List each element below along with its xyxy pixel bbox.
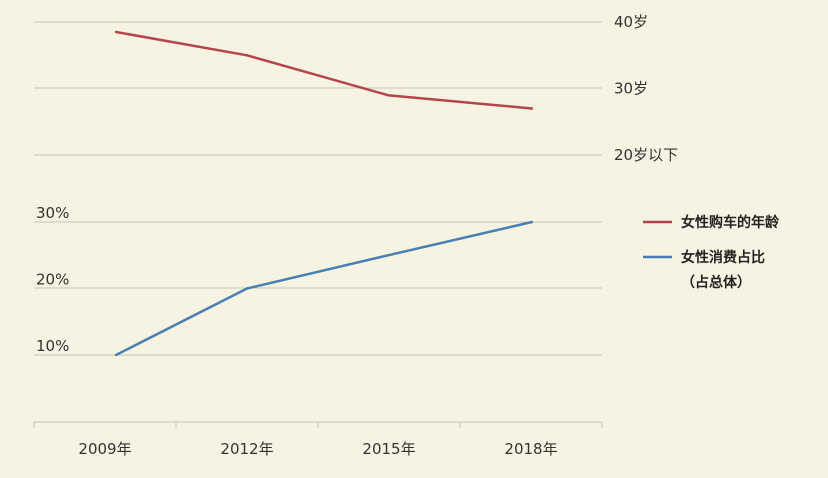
data-point: [245, 287, 249, 290]
right-tick-label: 20岁以下: [614, 146, 678, 164]
left-tick-label: 10%: [36, 337, 69, 355]
legend-label: 女性购车的年龄: [681, 214, 780, 231]
data-point: [114, 30, 118, 34]
x-tick-label: 2012年: [220, 440, 273, 458]
data-point: [245, 54, 249, 57]
data-point: [114, 353, 118, 357]
data-point: [386, 254, 390, 257]
x-tick-label: 2015年: [362, 440, 415, 458]
x-tick-label: 2009年: [78, 440, 131, 458]
series-line-1: [115, 220, 533, 357]
right-tick-label: 30岁: [614, 80, 648, 98]
data-point: [386, 94, 390, 97]
series-line-0: [115, 30, 533, 110]
data-point: [530, 107, 534, 110]
right-tick-label: 40岁: [614, 13, 648, 31]
legend-label: 女性消费占比: [681, 249, 765, 266]
legend-label: （占总体）: [681, 274, 751, 291]
left-tick-label: 20%: [36, 271, 69, 289]
x-tick-label: 2018年: [504, 440, 557, 458]
data-point: [530, 220, 534, 224]
left-tick-label: 30%: [36, 204, 69, 222]
